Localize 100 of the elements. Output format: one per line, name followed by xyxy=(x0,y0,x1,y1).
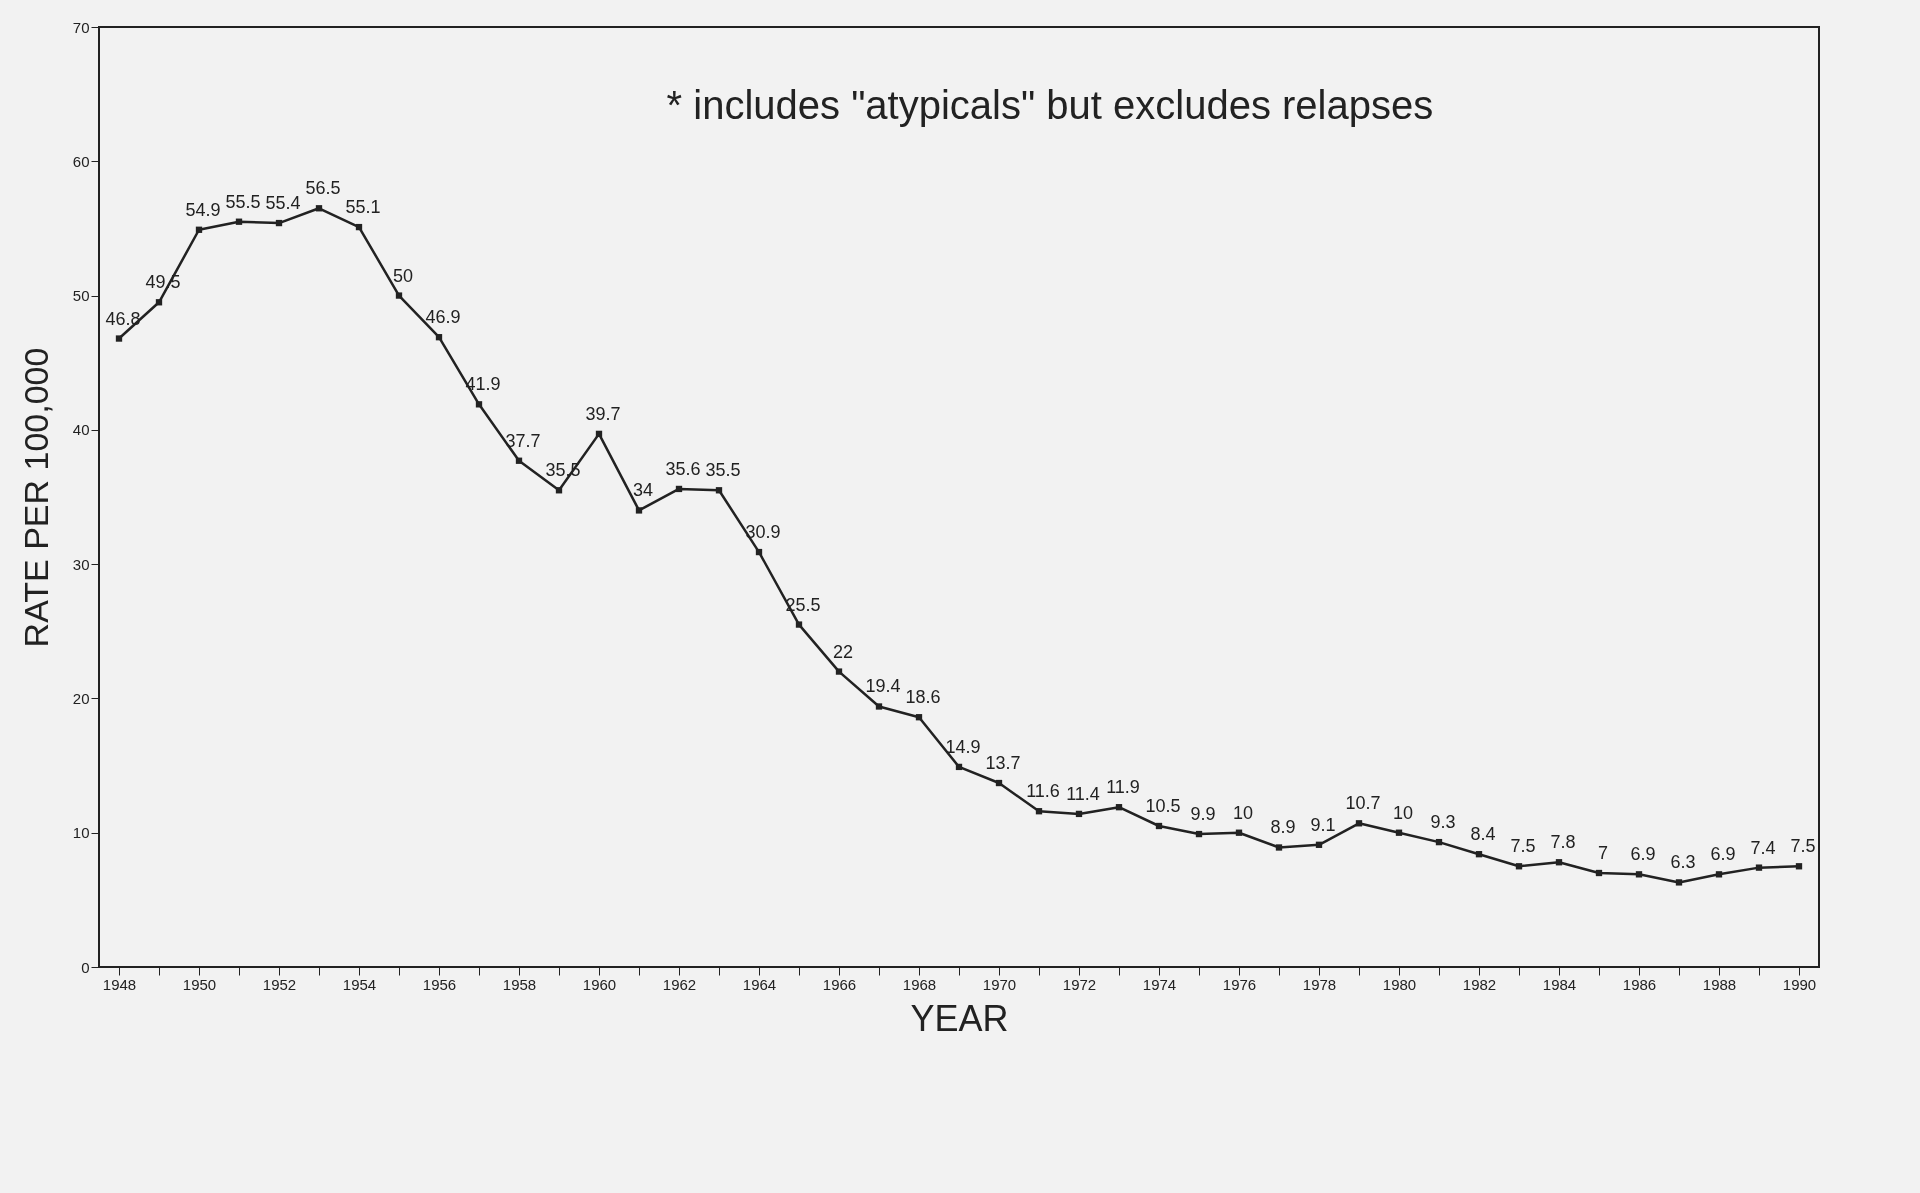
x-tick-label: 1958 xyxy=(502,975,537,993)
point xyxy=(635,507,643,514)
x-tick-label: 1972 xyxy=(1062,975,1097,993)
point xyxy=(1515,863,1523,870)
data-label: 55.1 xyxy=(345,197,381,218)
x-tick-label: 1966 xyxy=(822,975,857,993)
y-tick-label: 20 xyxy=(72,689,90,707)
x-tick-label: 1954 xyxy=(342,975,377,993)
data-label: 7.5 xyxy=(1790,836,1816,857)
y-tick-label: 40 xyxy=(72,421,90,439)
data-label: 9.3 xyxy=(1430,812,1456,833)
data-label: 35.6 xyxy=(665,458,701,479)
data-label: 22 xyxy=(832,641,854,662)
data-label: 13.7 xyxy=(985,753,1021,774)
x-tick-label: 1978 xyxy=(1302,975,1337,993)
data-label: 9.1 xyxy=(1310,814,1336,835)
x-tick-label: 1960 xyxy=(582,975,617,993)
x-tick-label: 1948 xyxy=(102,975,137,993)
point xyxy=(315,205,323,212)
x-tick-label: 1952 xyxy=(262,975,297,993)
y-tick-label: 70 xyxy=(72,18,90,36)
point xyxy=(1035,808,1043,815)
point xyxy=(795,621,803,628)
point xyxy=(875,703,883,710)
data-label: 19.4 xyxy=(865,676,901,697)
data-label: 11.9 xyxy=(1106,777,1140,798)
data-label: 10.5 xyxy=(1145,796,1181,816)
point xyxy=(995,779,1003,787)
point xyxy=(1075,810,1083,818)
point xyxy=(155,299,163,306)
point xyxy=(1155,822,1163,830)
point xyxy=(555,487,563,494)
x-tick-label: 1990 xyxy=(1782,975,1817,993)
x-tick-label: 1970 xyxy=(982,975,1017,993)
data-label: 7 xyxy=(1597,843,1609,863)
data-label: 34 xyxy=(632,480,654,501)
point xyxy=(355,223,363,231)
point xyxy=(1595,869,1603,877)
annotation: * includes "atypicals" but excludes relapses xyxy=(666,83,1434,127)
data-label: 8.4 xyxy=(1470,824,1496,845)
data-label: 6.9 xyxy=(1630,844,1656,865)
x-tick-label: 1982 xyxy=(1462,975,1497,993)
point xyxy=(1315,841,1323,848)
data-label: 10 xyxy=(1392,802,1414,823)
point xyxy=(715,487,723,494)
point xyxy=(235,218,243,225)
point xyxy=(1355,820,1363,827)
point xyxy=(195,226,203,233)
y-tick-label: 30 xyxy=(72,555,90,573)
y-tick-label: 60 xyxy=(72,152,90,170)
point xyxy=(1755,864,1763,871)
x-tick-label: 1974 xyxy=(1142,975,1177,993)
point xyxy=(1475,851,1483,858)
x-tick-label: 1976 xyxy=(1222,975,1257,993)
point xyxy=(1115,804,1123,811)
data-label: 30.9 xyxy=(745,522,781,543)
data-label: 55.4 xyxy=(265,193,301,214)
data-label: 46.9 xyxy=(425,307,461,328)
point xyxy=(835,668,843,675)
x-tick-label: 1964 xyxy=(742,975,777,993)
data-label: 9.9 xyxy=(1190,804,1216,825)
point xyxy=(1555,859,1563,866)
data-label: 6.9 xyxy=(1710,844,1736,865)
data-label: 50 xyxy=(392,265,414,286)
point xyxy=(395,292,403,299)
data-label: 7.4 xyxy=(1750,837,1776,858)
point xyxy=(1275,844,1283,851)
point xyxy=(1715,871,1723,878)
y-tick-label: 50 xyxy=(72,287,90,305)
x-axis-title: YEAR xyxy=(910,997,1009,1039)
data-label: 39.7 xyxy=(585,403,621,424)
data-label: 11.6 xyxy=(1026,781,1060,802)
point xyxy=(475,401,483,408)
point xyxy=(275,219,283,227)
point xyxy=(1795,863,1803,870)
point xyxy=(915,714,923,721)
point xyxy=(595,430,603,438)
data-label: 10.7 xyxy=(1345,793,1381,814)
y-tick-label: 0 xyxy=(81,958,90,976)
data-label: 10 xyxy=(1232,802,1254,823)
point xyxy=(1435,838,1443,846)
point xyxy=(755,548,763,556)
point xyxy=(1635,871,1643,878)
data-label: 35.5 xyxy=(705,460,741,481)
data-label: 54.9 xyxy=(185,199,221,220)
x-tick-label: 1968 xyxy=(902,975,937,993)
x-tick-label: 1986 xyxy=(1622,975,1657,993)
point xyxy=(515,457,523,464)
point xyxy=(675,485,683,493)
point xyxy=(115,335,123,342)
point xyxy=(435,334,443,341)
point xyxy=(1195,830,1203,838)
data-label: 18.6 xyxy=(905,687,941,708)
data-label: 6.3 xyxy=(1670,852,1696,873)
data-label: 7.5 xyxy=(1510,836,1536,857)
data-label: 56.5 xyxy=(305,178,341,199)
x-tick-label: 1988 xyxy=(1702,975,1737,993)
y-axis-title: RATE PER 100,000 xyxy=(16,347,55,648)
y-tick-label: 10 xyxy=(72,824,90,842)
data-label: 37.7 xyxy=(505,430,541,451)
